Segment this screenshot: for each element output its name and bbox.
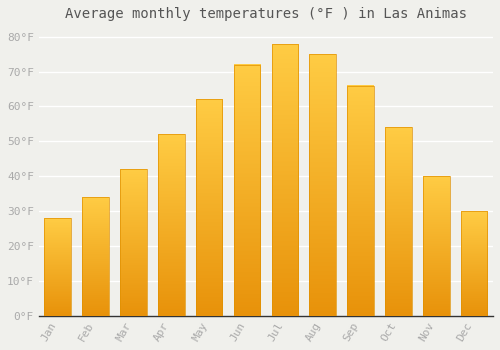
- Bar: [120, 169, 146, 316]
- Bar: [348, 85, 374, 316]
- Bar: [196, 99, 222, 316]
- Bar: [310, 54, 336, 316]
- Bar: [44, 218, 71, 316]
- Bar: [385, 127, 411, 316]
- Bar: [385, 127, 411, 316]
- Bar: [461, 211, 487, 316]
- Bar: [348, 85, 374, 316]
- Bar: [120, 169, 146, 316]
- Bar: [461, 211, 487, 316]
- Bar: [234, 65, 260, 316]
- Bar: [423, 176, 450, 316]
- Bar: [272, 44, 298, 316]
- Bar: [310, 54, 336, 316]
- Bar: [44, 218, 71, 316]
- Title: Average monthly temperatures (°F ) in Las Animas: Average monthly temperatures (°F ) in La…: [65, 7, 467, 21]
- Bar: [82, 197, 109, 316]
- Bar: [423, 176, 450, 316]
- Bar: [196, 99, 222, 316]
- Bar: [158, 134, 184, 316]
- Bar: [82, 197, 109, 316]
- Bar: [234, 65, 260, 316]
- Bar: [158, 134, 184, 316]
- Bar: [272, 44, 298, 316]
